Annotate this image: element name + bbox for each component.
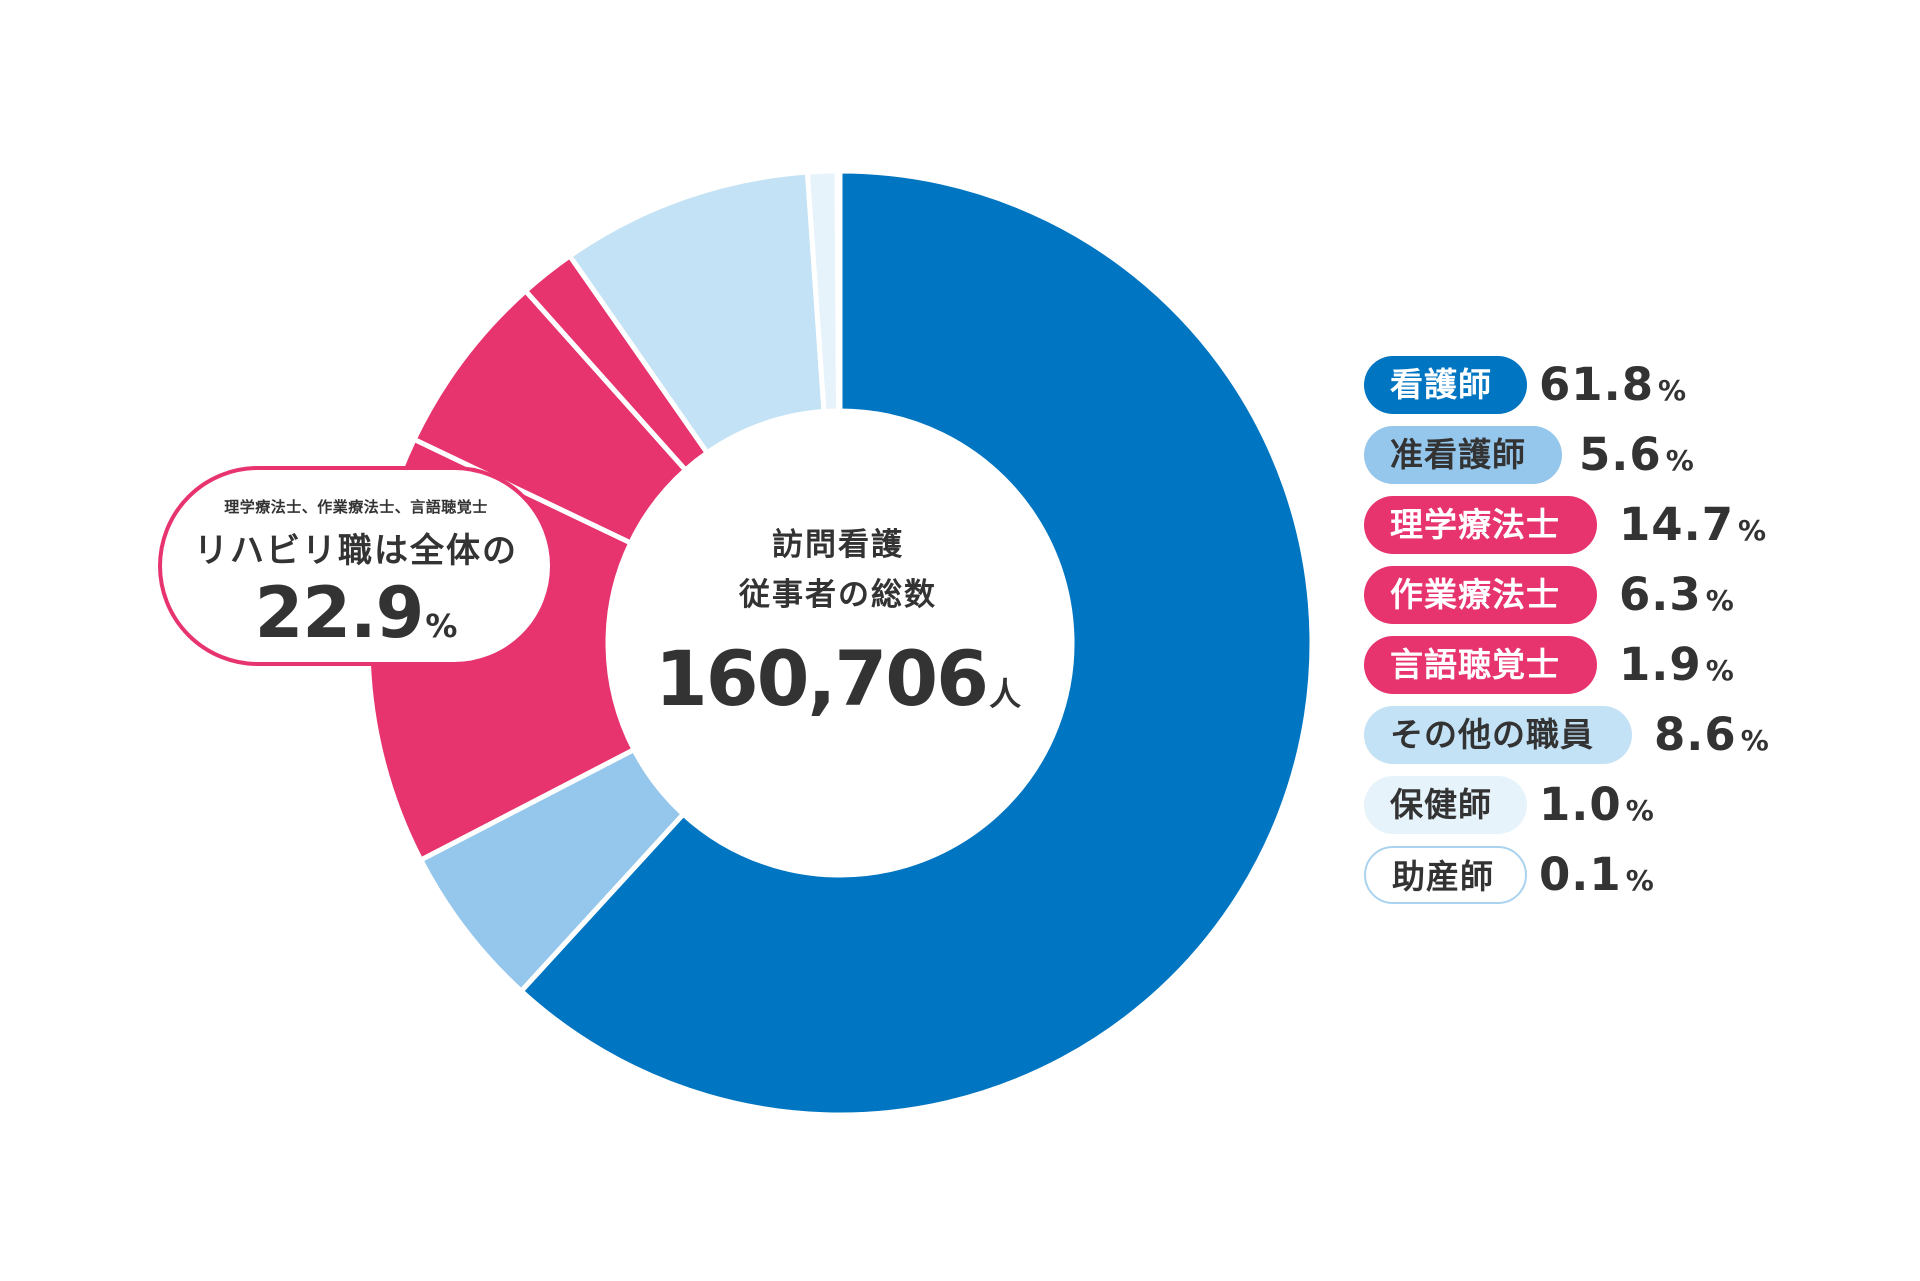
legend-value-unit: %: [1740, 724, 1769, 757]
legend-percentage: 1.0%: [1539, 776, 1654, 844]
legend-label: 理学療法士: [1364, 496, 1597, 554]
total-count-number: 160,706: [654, 634, 989, 723]
legend-value: 0.1: [1539, 848, 1622, 901]
total-count: 160,706人: [628, 634, 1048, 723]
legend-value-unit: %: [1705, 654, 1734, 687]
legend-label: 准看護師: [1364, 426, 1562, 484]
legend-label: 作業療法士: [1364, 566, 1597, 624]
center-title-line2: 従事者の総数: [739, 577, 937, 613]
callout-value: 22.9%: [162, 572, 550, 654]
total-count-unit: 人: [989, 675, 1022, 713]
legend-value-unit: %: [1625, 864, 1654, 897]
legend-label: 言語聴覚士: [1364, 636, 1597, 694]
rehab-callout: 理学療法士、作業療法士、言語聴覚士 リハビリ職は全体の 22.9%: [158, 466, 554, 666]
legend-label: 保健師: [1364, 776, 1527, 834]
donut-slice-7: [834, 168, 843, 414]
center-title-line1: 訪問看護: [772, 527, 904, 563]
legend-value-unit: %: [1658, 374, 1687, 407]
legend-item-2: 理学療法士 14.7%: [1364, 496, 1920, 554]
legend-label: その他の職員: [1364, 706, 1632, 764]
legend-percentage: 14.7%: [1619, 496, 1766, 564]
legend-value: 1.9: [1619, 638, 1702, 691]
callout-title: リハビリ職は全体の: [194, 531, 518, 571]
legend-item-0: 看護師 61.8%: [1364, 356, 1920, 414]
legend-item-6: 保健師 1.0%: [1364, 776, 1920, 834]
donut-slice-5: [566, 169, 827, 457]
legend-item-1: 准看護師 5.6%: [1364, 426, 1920, 484]
donut-slice-0: [517, 168, 1315, 1118]
legend-item-5: その他の職員 8.6%: [1364, 706, 1920, 764]
legend-value-unit: %: [1705, 584, 1734, 617]
legend-percentage: 61.8%: [1539, 356, 1686, 424]
legend-label: 看護師: [1364, 356, 1527, 414]
legend-value-unit: %: [1625, 794, 1654, 827]
legend-item-4: 言語聴覚士 1.9%: [1364, 636, 1920, 694]
callout-subtitle: 理学療法士、作業療法士、言語聴覚士: [224, 498, 488, 516]
legend-label: 助産師: [1364, 846, 1527, 904]
legend-value: 14.7: [1619, 498, 1735, 551]
callout-value-unit: %: [425, 607, 458, 645]
legend-value-unit: %: [1665, 444, 1694, 477]
callout-value-number: 22.9: [254, 572, 425, 654]
legend-value: 8.6: [1654, 708, 1737, 761]
legend-item-7: 助産師 0.1%: [1364, 846, 1920, 904]
legend-value: 61.8: [1539, 358, 1655, 411]
legend-percentage: 5.6%: [1579, 426, 1694, 494]
legend-percentage: 6.3%: [1619, 566, 1734, 634]
legend-value: 5.6: [1579, 428, 1662, 481]
legend-percentage: 8.6%: [1654, 706, 1769, 774]
chart-center-label: 訪問看護 従事者の総数 160,706人: [628, 520, 1048, 723]
legend-item-3: 作業療法士 6.3%: [1364, 566, 1920, 624]
legend-value: 6.3: [1619, 568, 1702, 621]
legend-percentage: 1.9%: [1619, 636, 1734, 704]
legend-value: 1.0: [1539, 778, 1622, 831]
legend-percentage: 0.1%: [1539, 846, 1654, 914]
legend-value-unit: %: [1738, 514, 1767, 547]
